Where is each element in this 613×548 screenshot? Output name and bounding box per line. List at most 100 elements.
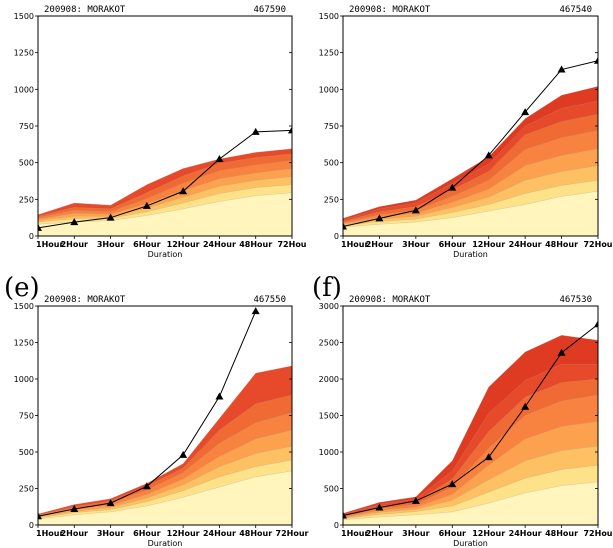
y-tick-label: 1250 xyxy=(319,49,339,58)
observed-point xyxy=(484,151,493,159)
y-tick-label: 500 xyxy=(19,159,34,168)
observed-point xyxy=(251,127,260,135)
x-tick-label: 1Hour xyxy=(341,529,368,538)
x-tick-label: 48Hour xyxy=(239,240,272,249)
y-tick-label: 500 xyxy=(19,448,34,457)
observed-point xyxy=(215,155,224,162)
observed-point xyxy=(594,320,598,328)
x-tick-label: 3Hour xyxy=(402,529,429,538)
x-tick-label: 48Hour xyxy=(545,529,578,538)
x-axis-title: Duration xyxy=(453,539,488,548)
x-tick-label: 72Hou xyxy=(583,240,612,249)
x-axis-title: Duration xyxy=(148,250,183,259)
y-tick-label: 1000 xyxy=(319,448,339,457)
probability-band-1 xyxy=(343,191,598,236)
x-axis-title: Duration xyxy=(148,539,183,548)
station-id-label: 467550 xyxy=(253,295,286,305)
observed-series xyxy=(343,320,598,519)
y-tick-label: 250 xyxy=(19,195,34,204)
band-group xyxy=(38,365,292,525)
observed-line xyxy=(343,323,598,516)
x-tick-label: 2Hour xyxy=(61,240,88,249)
x-tick-label: 24Hour xyxy=(509,240,542,249)
observed-point xyxy=(448,480,457,488)
y-tick-label: 1500 xyxy=(14,12,34,21)
observed-point xyxy=(375,503,384,511)
observed-point xyxy=(448,183,457,191)
x-tick-label: 3Hour xyxy=(402,240,429,249)
observed-point xyxy=(288,126,292,134)
observed-point xyxy=(411,496,420,504)
station-id-label: 467530 xyxy=(559,295,592,305)
y-tick-label: 250 xyxy=(324,195,339,204)
observed-point xyxy=(106,213,115,221)
x-tick-label: 6Hour xyxy=(133,240,160,249)
x-tick-label: 12Hour xyxy=(472,240,505,249)
observed-point xyxy=(411,206,420,214)
probability-band-1 xyxy=(343,481,598,525)
chart-panel-2: 200908: MORAKOT 467540 0 250 500 750 1000 1250 1… xyxy=(319,5,613,259)
y-tick-label: 750 xyxy=(19,122,34,131)
y-tick-label: 500 xyxy=(324,159,339,168)
y-tick-label: 2000 xyxy=(319,375,339,384)
probability-band-1 xyxy=(38,192,292,236)
x-tick-label: 6Hour xyxy=(439,529,466,538)
observed-point xyxy=(343,222,347,230)
x-tick-label: 12Hour xyxy=(167,240,200,249)
x-tick-label: 2Hour xyxy=(366,529,393,538)
station-id-label: 467540 xyxy=(559,5,592,15)
panel-label: (f) xyxy=(312,273,342,303)
station-event-label: 200908: MORAKOT xyxy=(44,295,126,305)
y-tick-label: 0 xyxy=(334,232,339,241)
x-tick-label: 3Hour xyxy=(97,240,124,249)
x-tick-label: 3Hour xyxy=(97,529,124,538)
x-tick-label: 48Hour xyxy=(545,240,578,249)
observed-point xyxy=(557,348,566,356)
y-tick-label: 0 xyxy=(29,232,34,241)
chart-panel-1: 200908: MORAKOT 467590 0 250 500 750 1000 1250 1… xyxy=(14,5,307,259)
y-tick-label: 750 xyxy=(19,412,34,421)
x-tick-label: 1Hour xyxy=(36,240,63,249)
x-tick-label: 6Hour xyxy=(133,529,160,538)
y-tick-label: 500 xyxy=(324,485,339,494)
x-tick-label: 72Hou xyxy=(277,240,306,249)
observed-series xyxy=(38,126,292,231)
y-tick-label: 1250 xyxy=(14,339,34,348)
station-id-label: 467590 xyxy=(253,5,286,15)
y-tick-label: 0 xyxy=(29,521,34,530)
band-group xyxy=(38,148,292,236)
x-tick-label: 72Hou xyxy=(583,529,612,538)
y-tick-label: 250 xyxy=(19,485,34,494)
probability-band-1 xyxy=(38,470,292,525)
x-tick-label: 72Hour xyxy=(276,529,309,538)
y-tick-label: 1500 xyxy=(14,302,34,311)
y-tick-label: 1250 xyxy=(14,49,34,58)
x-tick-label: 24Hour xyxy=(203,240,236,249)
x-axis-title: Duration xyxy=(453,250,488,259)
y-tick-label: 1500 xyxy=(319,12,339,21)
x-tick-label: 2Hour xyxy=(61,529,88,538)
observed-point xyxy=(38,512,42,520)
chart-panel-3: (e) 200908: MORAKOT 467550 0 250 500 750 1000 12… xyxy=(4,273,309,548)
observed-point xyxy=(106,499,115,507)
y-tick-label: 1000 xyxy=(319,85,339,94)
x-tick-label: 6Hour xyxy=(439,240,466,249)
x-tick-label: 1Hour xyxy=(36,529,63,538)
observed-point xyxy=(375,214,384,222)
station-event-label: 200908: MORAKOT xyxy=(349,5,431,15)
observed-series xyxy=(38,307,260,520)
observed-point xyxy=(142,201,151,209)
observed-point xyxy=(215,392,224,400)
x-tick-label: 12Hour xyxy=(472,529,505,538)
x-tick-label: 2Hour xyxy=(366,240,393,249)
observed-point xyxy=(179,450,188,458)
panel-label: (e) xyxy=(4,273,40,303)
y-tick-label: 1000 xyxy=(14,375,34,384)
y-tick-label: 1500 xyxy=(319,412,339,421)
observed-point xyxy=(521,402,530,410)
observed-point xyxy=(142,482,151,490)
observed-point xyxy=(70,218,79,226)
y-tick-label: 1000 xyxy=(14,85,34,94)
observed-line xyxy=(343,60,598,227)
station-event-label: 200908: MORAKOT xyxy=(44,5,126,15)
